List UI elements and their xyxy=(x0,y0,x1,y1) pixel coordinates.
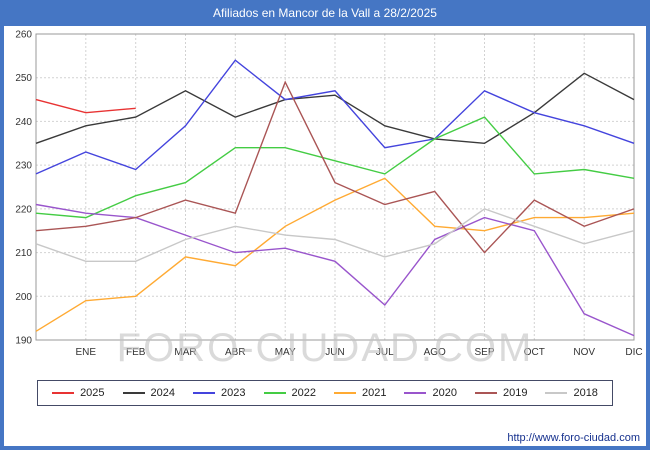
legend-swatch-2022 xyxy=(263,392,286,394)
legend-label-2019: 2019 xyxy=(502,387,528,399)
legend-label-2018: 2018 xyxy=(573,387,598,399)
legend-item-2020: 2020 xyxy=(404,387,457,399)
svg-text:SEP: SEP xyxy=(474,347,494,358)
svg-text:JUL: JUL xyxy=(376,347,394,358)
svg-text:DIC: DIC xyxy=(625,347,642,358)
svg-text:220: 220 xyxy=(15,204,32,215)
svg-text:200: 200 xyxy=(15,292,32,303)
legend-swatch-2020 xyxy=(404,392,427,394)
line-chart: 190 200 210 220 230 240 250 260 ENE FEB MAR ABR MAY J… xyxy=(15,30,642,359)
page-title: Afiliados en Mancor de la Vall a 28/2/20… xyxy=(213,6,437,20)
svg-text:260: 260 xyxy=(15,30,32,41)
svg-text:190: 190 xyxy=(15,336,32,347)
legend-item-2023: 2023 xyxy=(193,387,246,399)
legend-swatch-2024 xyxy=(122,392,145,394)
legend-label-2021: 2021 xyxy=(362,387,387,399)
legend-item-2025: 2025 xyxy=(52,387,105,399)
legend-item-2022: 2022 xyxy=(263,387,316,399)
legend-swatch-2021 xyxy=(334,392,356,394)
legend-swatch-2019 xyxy=(474,392,497,394)
legend-item-2018: 2018 xyxy=(545,387,598,399)
legend-label-2024: 2024 xyxy=(150,387,176,399)
svg-text:240: 240 xyxy=(15,117,32,128)
svg-text:NOV: NOV xyxy=(573,347,595,358)
title-bar: Afiliados en Mancor de la Vall a 28/2/20… xyxy=(0,0,650,26)
legend-label-2020: 2020 xyxy=(432,387,457,399)
svg-text:ABR: ABR xyxy=(225,347,246,358)
svg-text:AGO: AGO xyxy=(424,347,446,358)
legend-row: 2025 2024 2023 2022 2021 2020 2019 2018 xyxy=(4,380,646,406)
legend-item-2021: 2021 xyxy=(334,387,386,399)
footer-url-link[interactable]: http://www.foro-ciudad.com xyxy=(507,432,640,444)
legend-swatch-2023 xyxy=(193,392,216,394)
legend-swatch-2025 xyxy=(52,392,75,394)
legend-item-2024: 2024 xyxy=(122,387,176,399)
legend-label-2025: 2025 xyxy=(80,387,105,399)
chart-legend: 2025 2024 2023 2022 2021 2020 2019 2018 xyxy=(37,380,613,406)
legend-swatch-2018 xyxy=(545,392,568,394)
svg-text:250: 250 xyxy=(15,73,32,84)
legend-label-2023: 2023 xyxy=(221,387,246,399)
svg-text:JUN: JUN xyxy=(325,347,344,358)
svg-text:ENE: ENE xyxy=(76,347,97,358)
svg-text:OCT: OCT xyxy=(524,347,545,358)
svg-text:MAY: MAY xyxy=(275,347,296,358)
svg-text:MAR: MAR xyxy=(174,347,196,358)
chart-canvas: 190 200 210 220 230 240 250 260 ENE FEB MAR ABR MAY J… xyxy=(4,26,646,446)
svg-text:210: 210 xyxy=(15,248,32,259)
legend-label-2022: 2022 xyxy=(291,387,316,399)
svg-text:FEB: FEB xyxy=(126,347,146,358)
legend-item-2019: 2019 xyxy=(474,387,528,399)
svg-text:230: 230 xyxy=(15,161,32,172)
